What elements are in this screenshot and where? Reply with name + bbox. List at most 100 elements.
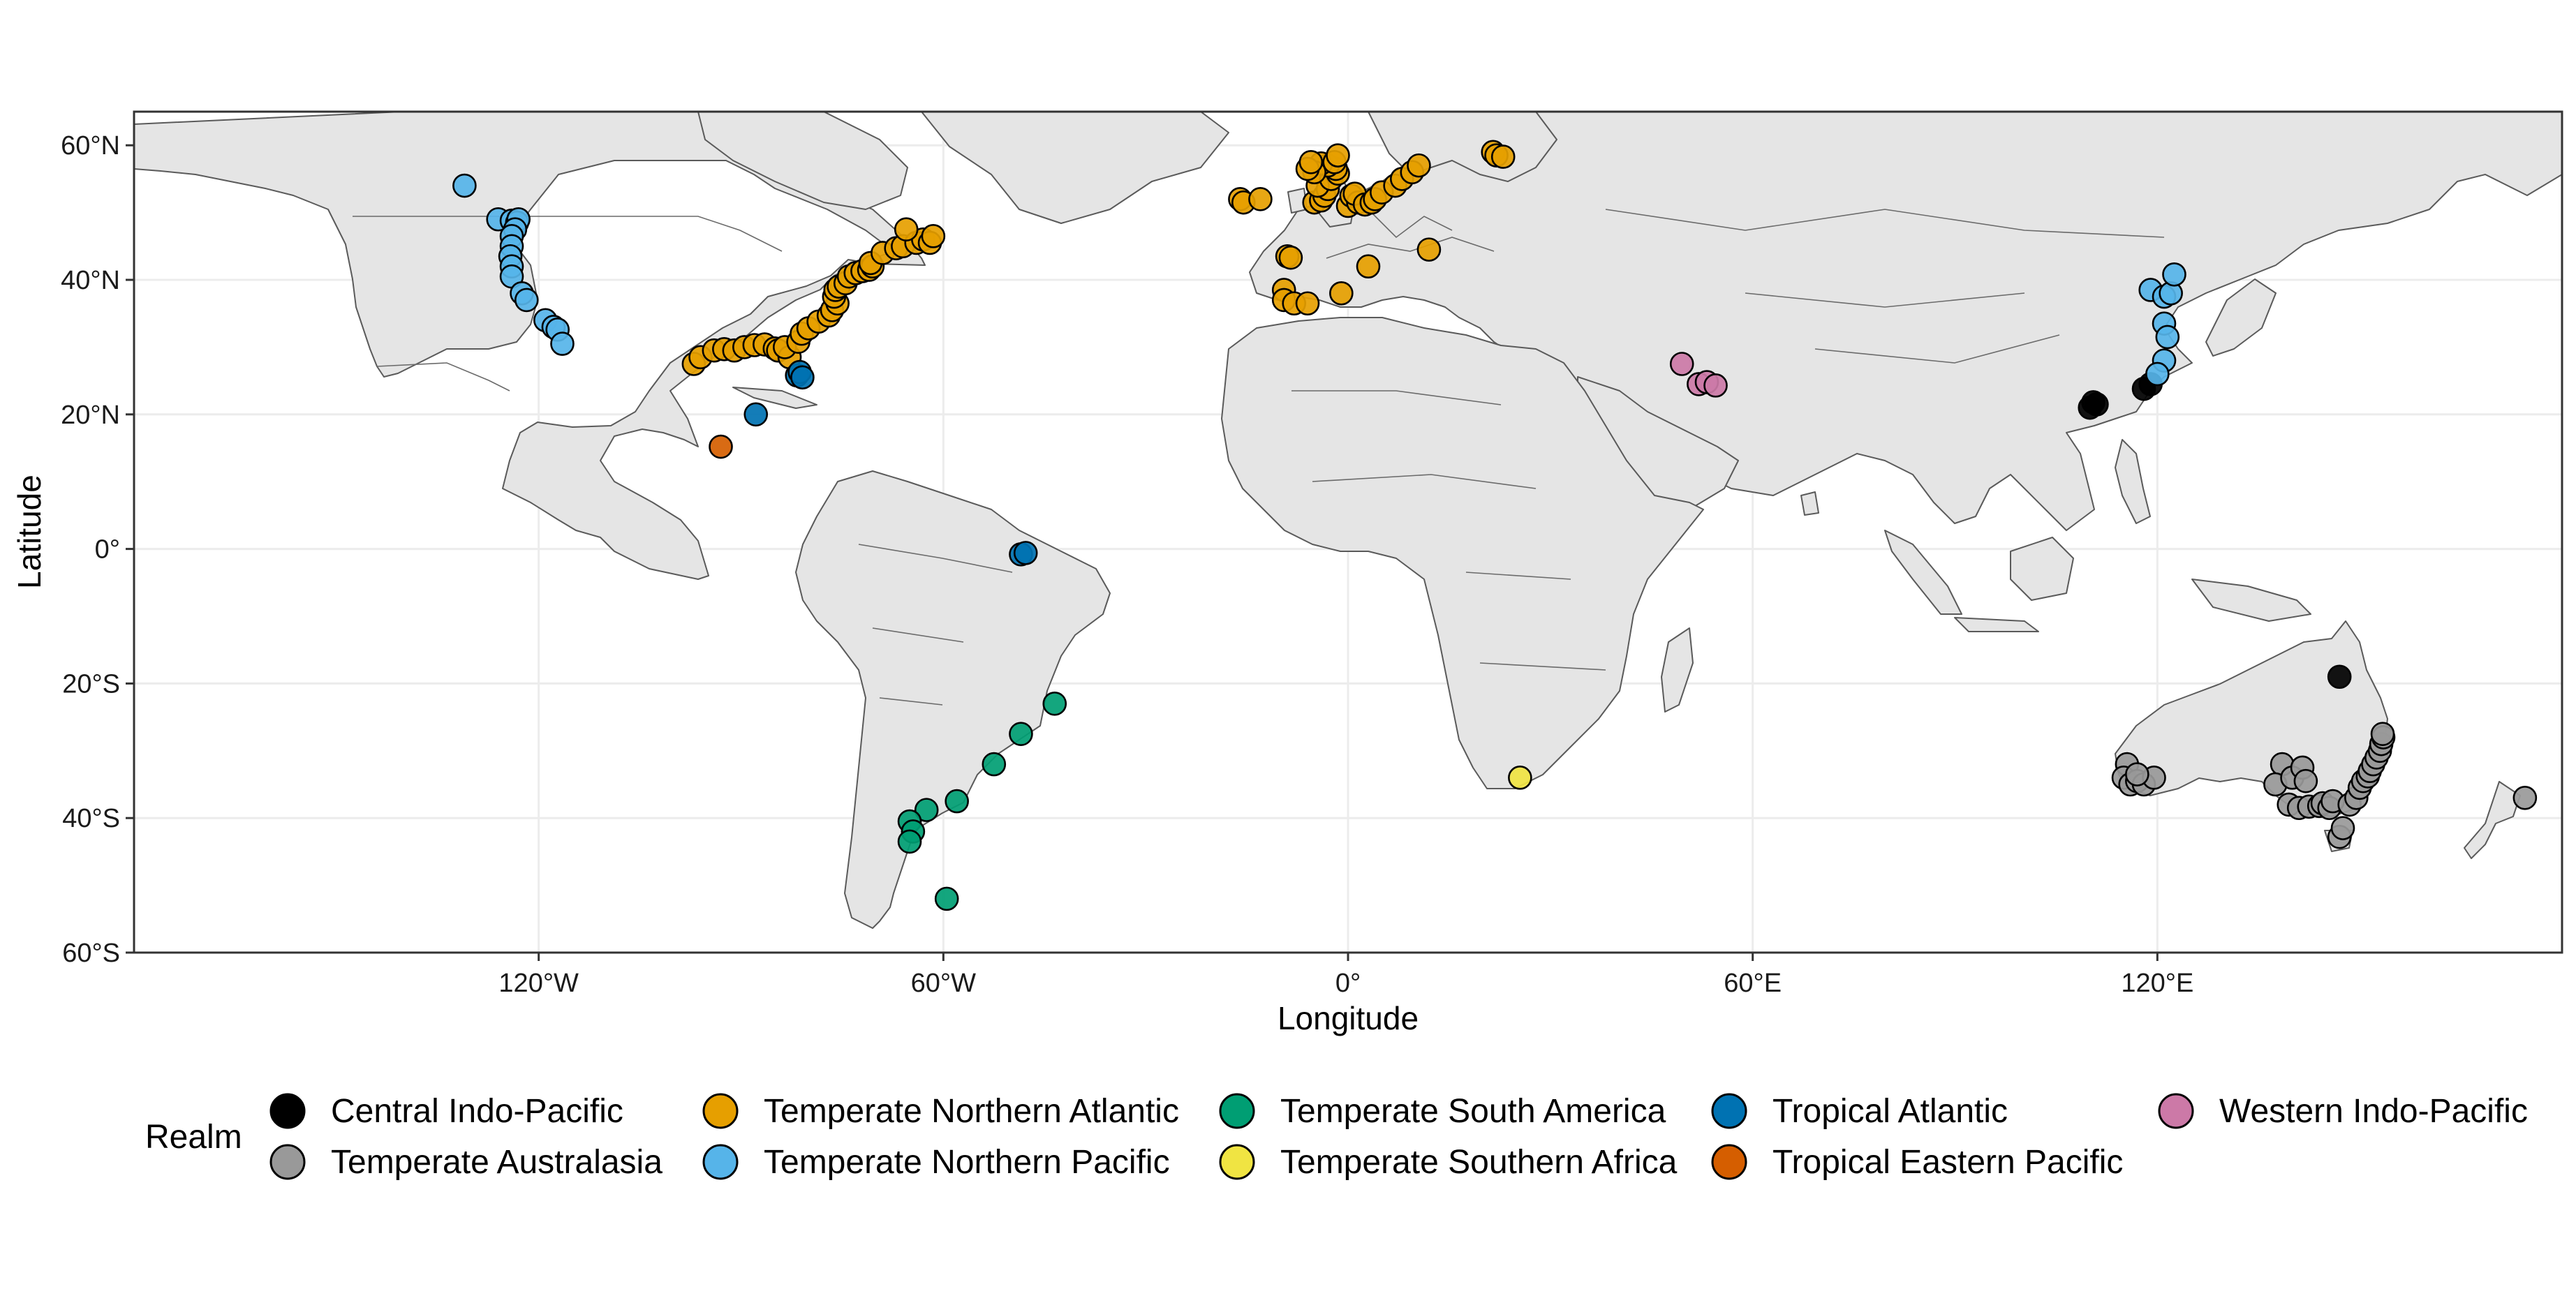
land-sumatra: [1884, 530, 1962, 615]
site-point: [1278, 245, 1303, 270]
site-point: [1416, 237, 1442, 262]
site-point: [1295, 291, 1320, 316]
land-madagascar: [1661, 627, 1694, 713]
series-central-indo-pacific: [2078, 372, 2352, 689]
site-point: [921, 224, 946, 248]
legend-label-8: Western Indo-Pacific: [2219, 1093, 2528, 1130]
site-point: [550, 331, 575, 356]
legend-label-5: Temperate Southern Africa: [1280, 1144, 1678, 1181]
series-temperate-northern-atlantic: [681, 140, 1516, 376]
x-axis-title: Longitude: [1278, 1000, 1419, 1036]
site-point: [1703, 373, 1728, 398]
x-tick-label-2: 0°: [1335, 969, 1361, 998]
site-point: [514, 288, 539, 313]
series-temperate-southern-africa: [1508, 766, 1532, 790]
y-axis: 60°N 40°N 20°N 0° 20°S 40°S 60°S: [61, 131, 134, 968]
legend-label-3: Temperate Northern Pacific: [764, 1144, 1170, 1181]
legend-key-8: [2158, 1093, 2194, 1129]
y-tick-label-6: 60°S: [62, 939, 120, 968]
site-point: [1490, 144, 1516, 169]
x-tick-label-4: 120°E: [2121, 969, 2193, 998]
legend-label-4: Temperate South America: [1280, 1093, 1666, 1130]
site-point: [790, 365, 815, 390]
site-point: [2125, 762, 2149, 787]
legend-key-0: [269, 1093, 306, 1129]
site-point: [1669, 352, 1694, 376]
site-point: [914, 798, 939, 822]
x-tick-label-1: 60°W: [911, 969, 976, 998]
site-point: [894, 217, 919, 242]
border-south-america: [858, 544, 1013, 706]
border-us-mexico: [376, 362, 510, 392]
land-sri-lanka: [1800, 491, 1819, 516]
border-asia: [1605, 209, 2165, 364]
site-point: [1407, 153, 1431, 178]
land-north-america: [134, 112, 926, 580]
site-point: [2145, 361, 2170, 387]
site-point: [709, 434, 733, 459]
legend-key-1: [269, 1144, 306, 1180]
site-point: [1508, 766, 1532, 790]
site-point: [2081, 390, 2105, 415]
legend-label-2: Temperate Northern Atlantic: [764, 1093, 1179, 1130]
y-tick-label-5: 40°S: [62, 804, 120, 833]
x-axis: 120°W 60°W 0° 60°E 120°E: [498, 953, 2193, 998]
basemap: [134, 112, 2562, 929]
site-point: [934, 886, 959, 911]
legend-key-7: [1711, 1144, 1747, 1180]
site-point: [1042, 692, 1067, 716]
land-hudson-bay-rim: [697, 112, 908, 210]
land-cuba: [732, 387, 817, 409]
site-point: [2162, 262, 2186, 287]
y-tick-label-0: 60°N: [61, 131, 120, 161]
border-europe: [1326, 209, 1495, 259]
legend-key-5: [1219, 1144, 1255, 1180]
legend-title: Realm: [145, 1119, 242, 1156]
legend-key-3: [702, 1144, 739, 1180]
series-western-indo-pacific: [1669, 352, 1728, 398]
site-point: [2293, 768, 2318, 793]
site-point: [945, 789, 969, 814]
land-greenland: [921, 112, 1229, 224]
site-point: [1329, 281, 1354, 306]
land-philippines: [2115, 439, 2151, 524]
legend-label-1: Temperate Australasia: [331, 1144, 662, 1181]
site-point: [1009, 722, 1033, 746]
land-south-america: [795, 470, 1111, 929]
legend: Realm Central Indo-Pacific Temperate Aust…: [145, 1093, 2528, 1181]
border-africa: [1291, 390, 1606, 671]
land-borneo: [2010, 537, 2074, 601]
legend-label-6: Tropical Atlantic: [1772, 1093, 2008, 1130]
site-point: [1298, 150, 1324, 174]
y-axis-title: Latitude: [11, 475, 47, 589]
site-point: [1356, 254, 1381, 279]
series-temperate-northern-pacific: [452, 173, 2186, 387]
land-africa: [1221, 317, 1704, 789]
site-point: [452, 173, 477, 198]
site-point: [1248, 187, 1273, 211]
site-point: [743, 402, 769, 427]
series-temperate-australasia: [2111, 722, 2538, 849]
site-point: [2327, 664, 2352, 689]
site-point: [2512, 785, 2538, 810]
site-point: [2330, 816, 2355, 840]
series-tropical-atlantic: [743, 359, 1038, 567]
y-tick-label-3: 0°: [95, 535, 120, 565]
legend-label-0: Central Indo-Pacific: [331, 1093, 623, 1130]
legend-key-4: [1219, 1093, 1255, 1129]
site-point: [1326, 143, 1350, 167]
x-tick-label-3: 60°E: [1724, 969, 1782, 998]
y-tick-label-1: 40°N: [61, 266, 120, 295]
site-point: [982, 752, 1007, 777]
site-point: [897, 829, 922, 854]
y-tick-label-4: 20°S: [62, 669, 120, 699]
land-new-guinea: [2191, 579, 2311, 622]
y-tick-label-2: 20°N: [61, 401, 120, 430]
legend-key-6: [1711, 1093, 1747, 1129]
land-japan: [2205, 278, 2277, 357]
legend-label-7: Tropical Eastern Pacific: [1772, 1144, 2123, 1181]
site-point: [2370, 722, 2395, 746]
site-point: [1013, 541, 1038, 565]
site-point: [2155, 325, 2180, 350]
